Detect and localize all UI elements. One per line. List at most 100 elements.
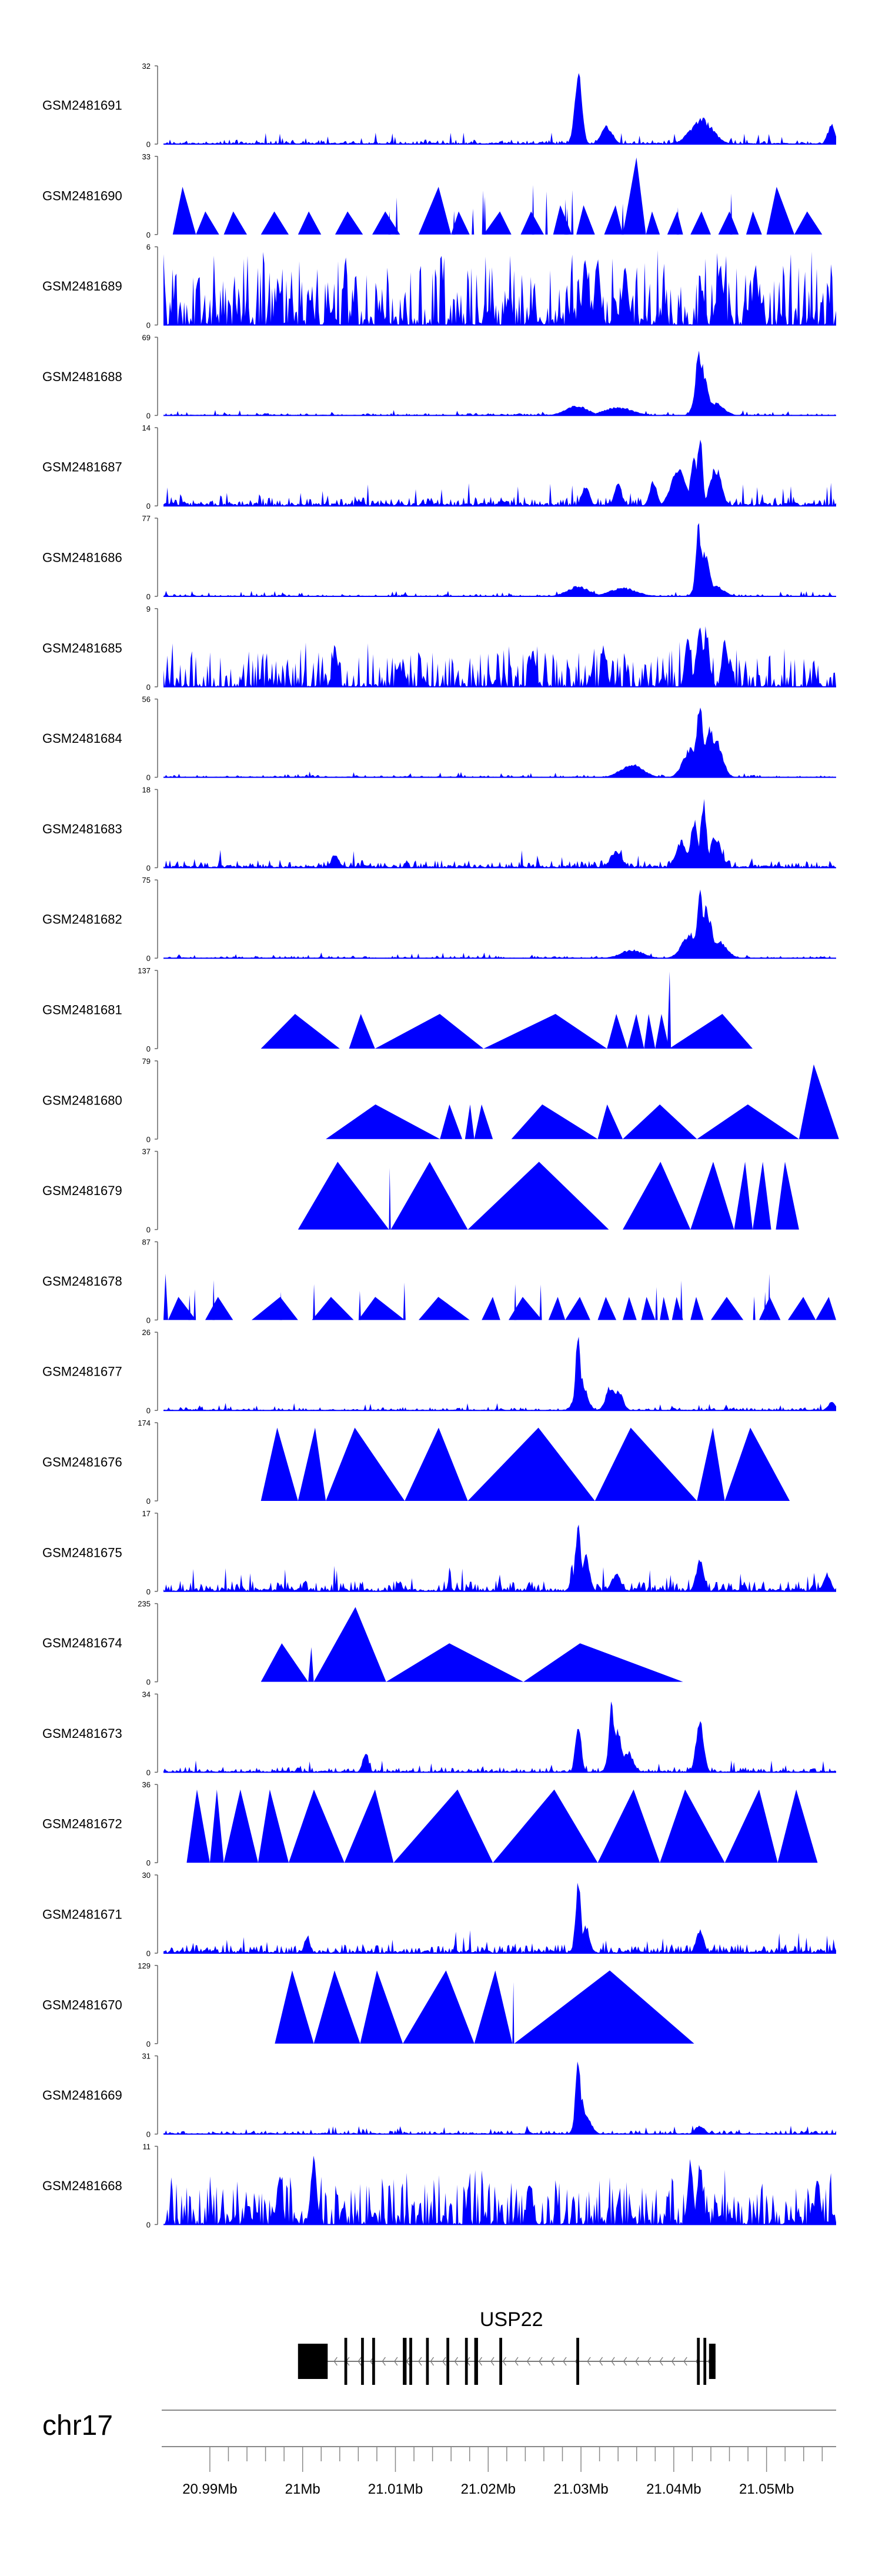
coverage-spike bbox=[472, 208, 475, 235]
coverage-segment bbox=[667, 972, 671, 1049]
coverage-segment bbox=[644, 1014, 656, 1049]
gene-model: USP22 bbox=[298, 2308, 716, 2385]
coverage-segment bbox=[576, 205, 595, 235]
strand-arrow bbox=[502, 2357, 507, 2366]
coverage-spike bbox=[764, 1292, 767, 1320]
coverage-segment bbox=[223, 1789, 258, 1863]
coverage-segment bbox=[597, 1104, 623, 1139]
strand-arrow bbox=[418, 2357, 422, 2366]
y-min-label: 0 bbox=[146, 1858, 151, 1867]
coverage-segment bbox=[710, 1297, 744, 1320]
coverage-spike bbox=[655, 1287, 658, 1320]
coverage-segment bbox=[482, 1297, 500, 1320]
coverage-segment bbox=[746, 211, 762, 235]
coverage-segment bbox=[697, 1104, 799, 1139]
y-min-label: 0 bbox=[146, 863, 151, 872]
strand-arrow bbox=[539, 2357, 543, 2366]
coverage-segment bbox=[623, 1297, 637, 1320]
coverage-segment bbox=[312, 1297, 354, 1320]
coverage-segment bbox=[258, 1789, 289, 1863]
coverage-segment bbox=[553, 205, 572, 235]
y-min-label: 0 bbox=[146, 954, 151, 963]
track-GSM2481690: GSM2481690 33 0 bbox=[42, 152, 823, 239]
track-label: GSM2481685 bbox=[42, 640, 122, 655]
coverage-segment bbox=[275, 1970, 314, 2044]
gene-name-label: USP22 bbox=[480, 2308, 543, 2331]
coverage-spike bbox=[768, 1274, 771, 1320]
coverage-segment bbox=[483, 211, 512, 235]
coverage-segment bbox=[766, 186, 794, 235]
track-label: GSM2481676 bbox=[42, 1455, 122, 1470]
coverage-segment bbox=[671, 1297, 683, 1320]
track-label: GSM2481680 bbox=[42, 1093, 122, 1107]
coverage-segment bbox=[313, 1970, 360, 2044]
track-GSM2481684: GSM2481684 56 0 bbox=[42, 695, 836, 782]
axis-tick-label: 21Mb bbox=[285, 2481, 320, 2497]
coverage-segment bbox=[623, 1104, 697, 1139]
coverage-spike bbox=[566, 208, 569, 235]
track-label: GSM2481678 bbox=[42, 1274, 122, 1289]
coverage-segment bbox=[467, 1427, 595, 1501]
track-GSM2481682: GSM2481682 75 0 bbox=[42, 876, 836, 963]
coverage-segment bbox=[816, 1297, 836, 1320]
strand-arrow bbox=[599, 2357, 603, 2366]
coverage-segment bbox=[690, 1297, 704, 1320]
y-min-label: 0 bbox=[146, 683, 151, 692]
coverage-segment bbox=[787, 1297, 816, 1320]
coverage-segment bbox=[349, 1014, 375, 1049]
track-label: GSM2481675 bbox=[42, 1545, 122, 1560]
track-label: GSM2481681 bbox=[42, 1003, 122, 1017]
coverage-spike bbox=[571, 190, 574, 235]
axis-tick-label: 21.03Mb bbox=[553, 2481, 608, 2497]
y-min-label: 0 bbox=[146, 1949, 151, 1958]
y-max-label: 11 bbox=[143, 2142, 151, 2151]
coverage-segment bbox=[724, 1789, 778, 1863]
strand-arrow bbox=[659, 2357, 663, 2366]
y-min-label: 0 bbox=[146, 2220, 151, 2229]
track-GSM2481691: GSM2481691 32 0 bbox=[42, 62, 836, 149]
coverage-segment bbox=[467, 1162, 609, 1230]
strand-arrow bbox=[514, 2357, 519, 2366]
track-label: GSM2481682 bbox=[42, 912, 122, 927]
y-min-label: 0 bbox=[146, 2040, 151, 2048]
coverage-segment bbox=[196, 211, 219, 235]
coverage-segment bbox=[660, 1297, 669, 1320]
coverage-segment bbox=[163, 1273, 168, 1320]
coverage-segment bbox=[697, 1427, 725, 1501]
coverage-segment bbox=[209, 1789, 224, 1863]
coverage-area bbox=[163, 1524, 836, 1591]
coverage-segment bbox=[734, 1162, 753, 1230]
coverage-spike bbox=[730, 193, 733, 235]
coverage-spike bbox=[753, 1296, 756, 1320]
track-label: GSM2481679 bbox=[42, 1183, 122, 1198]
y-max-label: 18 bbox=[142, 785, 151, 794]
coverage-spike bbox=[680, 1280, 683, 1320]
y-min-label: 0 bbox=[146, 1135, 151, 1144]
track-GSM2481685: GSM2481685 9 0 bbox=[42, 605, 836, 692]
exon bbox=[403, 2338, 407, 2385]
y-min-label: 0 bbox=[146, 773, 151, 782]
strand-arrow bbox=[683, 2357, 687, 2366]
coverage-area bbox=[163, 250, 836, 325]
y-max-label: 34 bbox=[142, 1690, 151, 1699]
coverage-segment bbox=[260, 1014, 340, 1049]
coverage-segment bbox=[260, 1427, 298, 1501]
coverage-area bbox=[163, 1701, 836, 1773]
coverage-segment bbox=[313, 1607, 386, 1682]
coverage-segment bbox=[372, 211, 400, 235]
coverage-segment bbox=[794, 211, 823, 235]
coverage-segment bbox=[390, 1162, 468, 1230]
coverage-segment bbox=[493, 1789, 598, 1863]
y-max-label: 235 bbox=[138, 1600, 151, 1609]
strand-arrow bbox=[333, 2357, 338, 2366]
exon bbox=[298, 2344, 328, 2379]
y-max-label: 56 bbox=[142, 695, 151, 704]
axis-tick-label: 21.01Mb bbox=[368, 2481, 423, 2497]
coverage-spike bbox=[358, 1290, 361, 1320]
coverage-spike bbox=[212, 1280, 215, 1320]
axis-tick-label: 21.04Mb bbox=[646, 2481, 701, 2497]
coverage-segment bbox=[752, 1162, 771, 1230]
coverage-spike bbox=[676, 207, 679, 235]
track-label: GSM2481691 bbox=[42, 98, 122, 113]
coverage-area bbox=[163, 708, 836, 778]
